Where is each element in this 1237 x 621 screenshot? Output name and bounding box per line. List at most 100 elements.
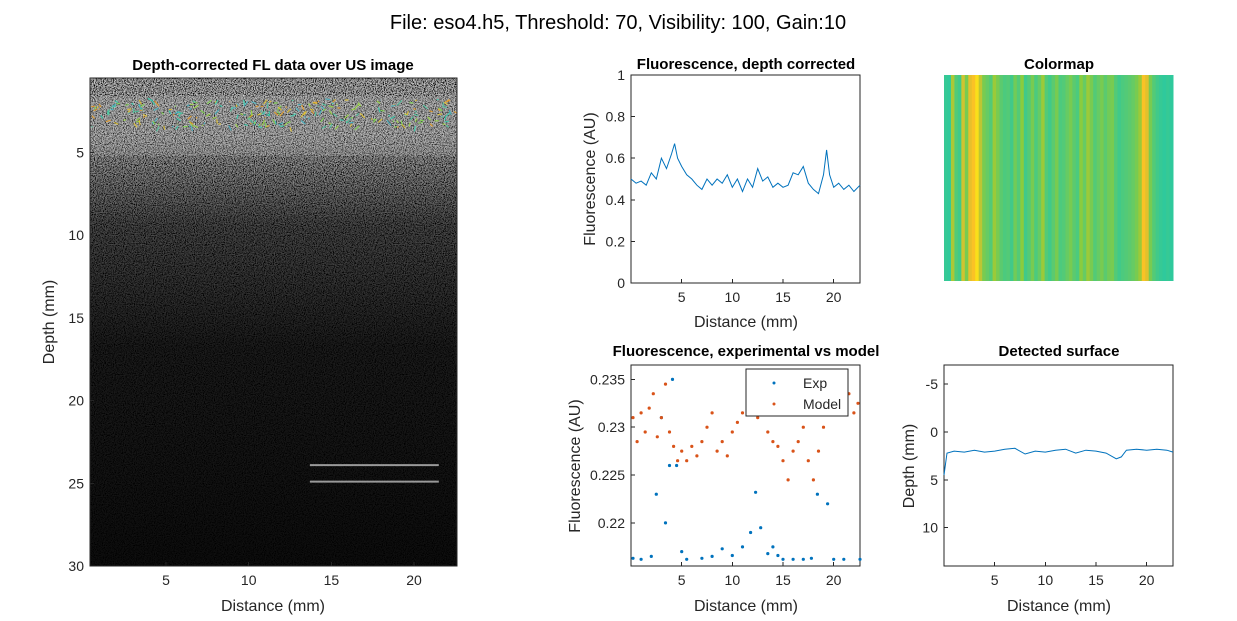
surface-xlabel: Distance (mm)	[1007, 598, 1111, 615]
legend: Exp Model	[745, 368, 849, 417]
colormap-stripe	[1169, 75, 1174, 281]
exp-point	[740, 545, 745, 549]
us-ylabel: Depth (mm)	[41, 280, 58, 364]
us-fl-speck	[152, 120, 156, 125]
us-fl-speck	[336, 103, 338, 106]
us-fl-speck	[351, 107, 357, 111]
exp-point	[720, 547, 724, 551]
us-fl-speck	[301, 104, 305, 111]
model-xtick-label: 5	[678, 572, 686, 588]
us-fl-speck	[216, 119, 218, 124]
us-fl-speck	[277, 106, 283, 111]
model-point	[791, 449, 795, 453]
model-point	[811, 478, 816, 482]
us-fl-speck	[453, 110, 457, 114]
us-fl-speck	[286, 108, 292, 113]
us-fl-speck	[112, 105, 117, 108]
us-fl-speck	[138, 119, 141, 126]
us-fl-speck	[212, 116, 217, 119]
us-fl-speck	[258, 123, 261, 127]
colormap-stripe	[1114, 75, 1118, 281]
us-fl-speck	[285, 106, 288, 108]
figure-title: File: eso4.h5, Threshold: 70, Visibility…	[390, 12, 846, 34]
us-fl-speck	[219, 104, 223, 108]
colormap-stripe	[1058, 75, 1063, 281]
us-fl-speck	[396, 126, 399, 129]
us-fl-speck	[153, 107, 159, 111]
model-xtick-label: 20	[826, 572, 842, 588]
colormap-stripe	[1037, 75, 1042, 281]
us-fl-speck	[253, 121, 256, 124]
model-point	[816, 449, 821, 453]
us-fl-speck	[415, 99, 418, 102]
fl-panel: 5 10 15 20 0 0.2 0.4 0.6 0.8 1 Fluorescence, dept…	[582, 56, 861, 331]
model-ytick-label: 0.22	[598, 515, 625, 531]
us-fl-speck	[176, 117, 181, 122]
model-point	[635, 440, 639, 444]
exp-point	[815, 492, 820, 496]
us-fl-speck	[322, 108, 327, 112]
colormap-stripe	[996, 75, 1001, 281]
colormap-stripe	[1079, 75, 1084, 281]
fl-ytick-label: 0.8	[606, 109, 626, 125]
us-fl-speck	[446, 99, 451, 103]
model-ytick-label: 0.225	[590, 467, 625, 483]
colormap-stripe	[968, 75, 973, 281]
us-fl-speck	[98, 103, 102, 108]
us-fl-speck	[114, 100, 119, 104]
exp-point	[631, 556, 635, 560]
colormap-stripe	[982, 75, 987, 281]
fl-ytick-label: 0.6	[606, 150, 626, 166]
colormap-stripe	[1086, 75, 1091, 281]
us-panel: Depth-corrected FL data over US image 5 1…	[41, 57, 458, 615]
us-fl-speck	[105, 119, 111, 123]
us-fl-speck	[251, 101, 257, 105]
us-fl-speck	[389, 115, 396, 120]
surface-series-line	[943, 447, 1174, 476]
colormap-stripe	[1016, 75, 1021, 281]
us-fl-speck	[300, 111, 306, 118]
model-point	[776, 444, 780, 448]
surface-title: Detected surface	[999, 343, 1120, 360]
colormap-stripe	[1159, 75, 1164, 281]
exp-point	[639, 557, 643, 561]
us-fl-speck	[91, 115, 95, 119]
us-fl-speck	[155, 126, 160, 132]
us-fl-speck	[113, 121, 119, 125]
colormap-stripe	[1103, 75, 1108, 281]
us-fl-speck	[445, 124, 449, 128]
exp-point	[730, 553, 734, 558]
us-fl-speck	[377, 118, 383, 123]
us-fl-speck	[418, 121, 423, 124]
colormap-stripe	[1048, 75, 1053, 281]
us-fl-speck	[186, 104, 190, 107]
colormap-stripe	[961, 75, 966, 281]
us-fl-speck	[396, 120, 399, 124]
us-fl-speck	[235, 123, 239, 128]
us-fl-speck	[136, 117, 141, 121]
us-fl-speck	[260, 110, 263, 113]
colormap-stripe	[1162, 75, 1167, 281]
us-fl-speck	[93, 108, 98, 112]
us-fl-speck	[257, 112, 262, 116]
us-fl-speck	[132, 108, 135, 114]
us-fl-speck	[328, 122, 332, 125]
fl-xtick-label: 10	[725, 289, 741, 305]
us-surface-band	[90, 96, 457, 156]
model-point	[801, 425, 805, 429]
us-fl-speck	[331, 102, 334, 105]
model-point	[821, 425, 826, 429]
colormap-stripe	[1096, 75, 1101, 281]
us-fl-speck	[125, 103, 129, 107]
model-ytick-label: 0.235	[590, 371, 625, 387]
us-fl-speck	[442, 123, 446, 126]
colormap-stripe	[1141, 75, 1146, 281]
us-fl-speck	[262, 112, 266, 116]
us-fl-speck	[429, 110, 433, 113]
us-fl-speck	[334, 125, 339, 130]
model-point	[639, 411, 643, 415]
us-xtick-label: 5	[162, 572, 170, 588]
us-fl-speck	[310, 110, 315, 115]
colormap-stripe	[1120, 75, 1125, 281]
model-point	[631, 416, 635, 420]
